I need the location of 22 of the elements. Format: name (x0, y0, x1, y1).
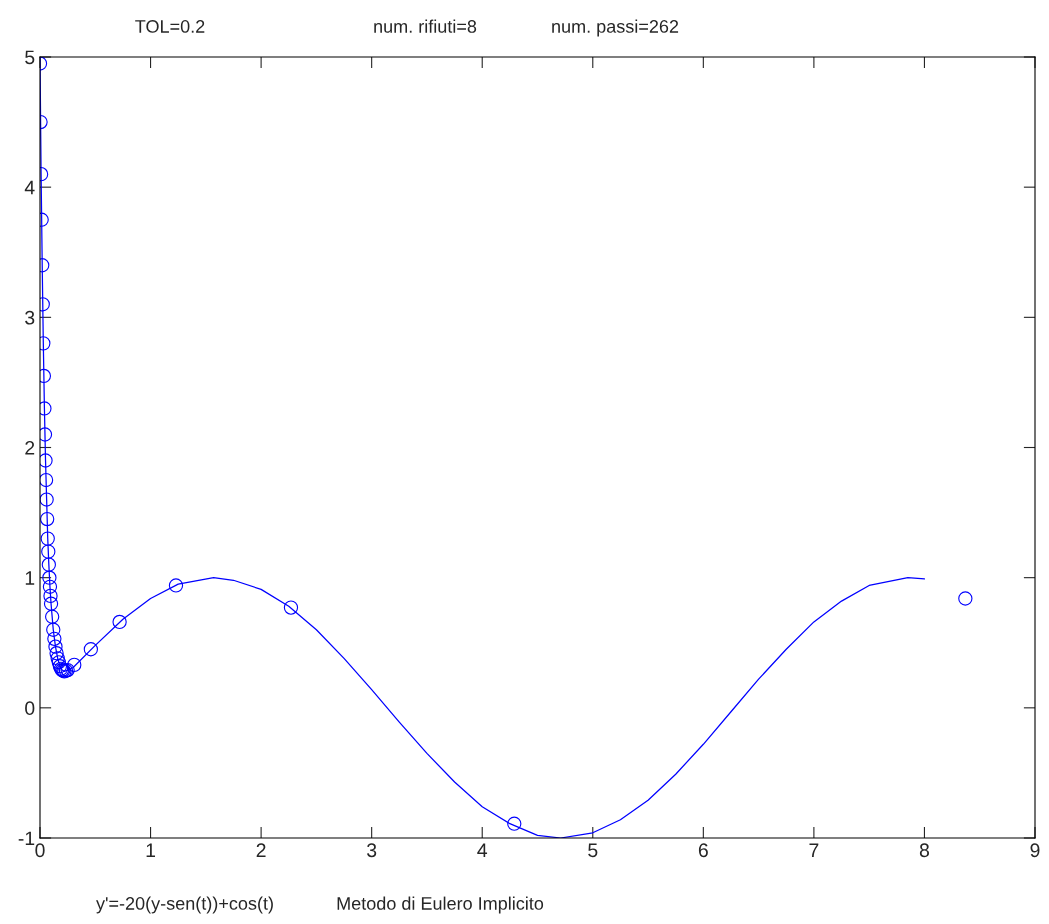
text: Metodo di Eulero Implicito (337, 896, 544, 914)
text: y'=-20(y-sen(t))+cos(t) (96, 896, 273, 914)
x-tick-label: 1 (146, 843, 156, 857)
y-tick-label: 0 (25, 701, 35, 716)
text: num. passi=262 (552, 19, 679, 37)
x-tick-label: 7 (809, 843, 819, 857)
x-tick-label: 4 (477, 843, 488, 857)
x-tick-label: 9 (1030, 843, 1040, 858)
y-tick-label: 3 (25, 310, 35, 325)
x-tick-label: 0 (35, 843, 45, 858)
y-tick-label: 5 (25, 50, 35, 65)
x-tick-label: 8 (919, 843, 930, 858)
text: num. rifiuti=8 (374, 19, 477, 33)
y-tick-label: -1 (18, 831, 35, 846)
y-tick-label: 2 (25, 440, 35, 455)
y-tick-label: 1 (25, 571, 35, 585)
x-tick-label: 5 (588, 843, 598, 858)
text: TOL=0.2 (135, 20, 205, 33)
y-tick-label: 4 (24, 180, 35, 195)
x-tick-label: 6 (698, 843, 708, 858)
x-tick-label: 2 (256, 843, 266, 857)
x-tick-label: 3 (367, 843, 377, 858)
